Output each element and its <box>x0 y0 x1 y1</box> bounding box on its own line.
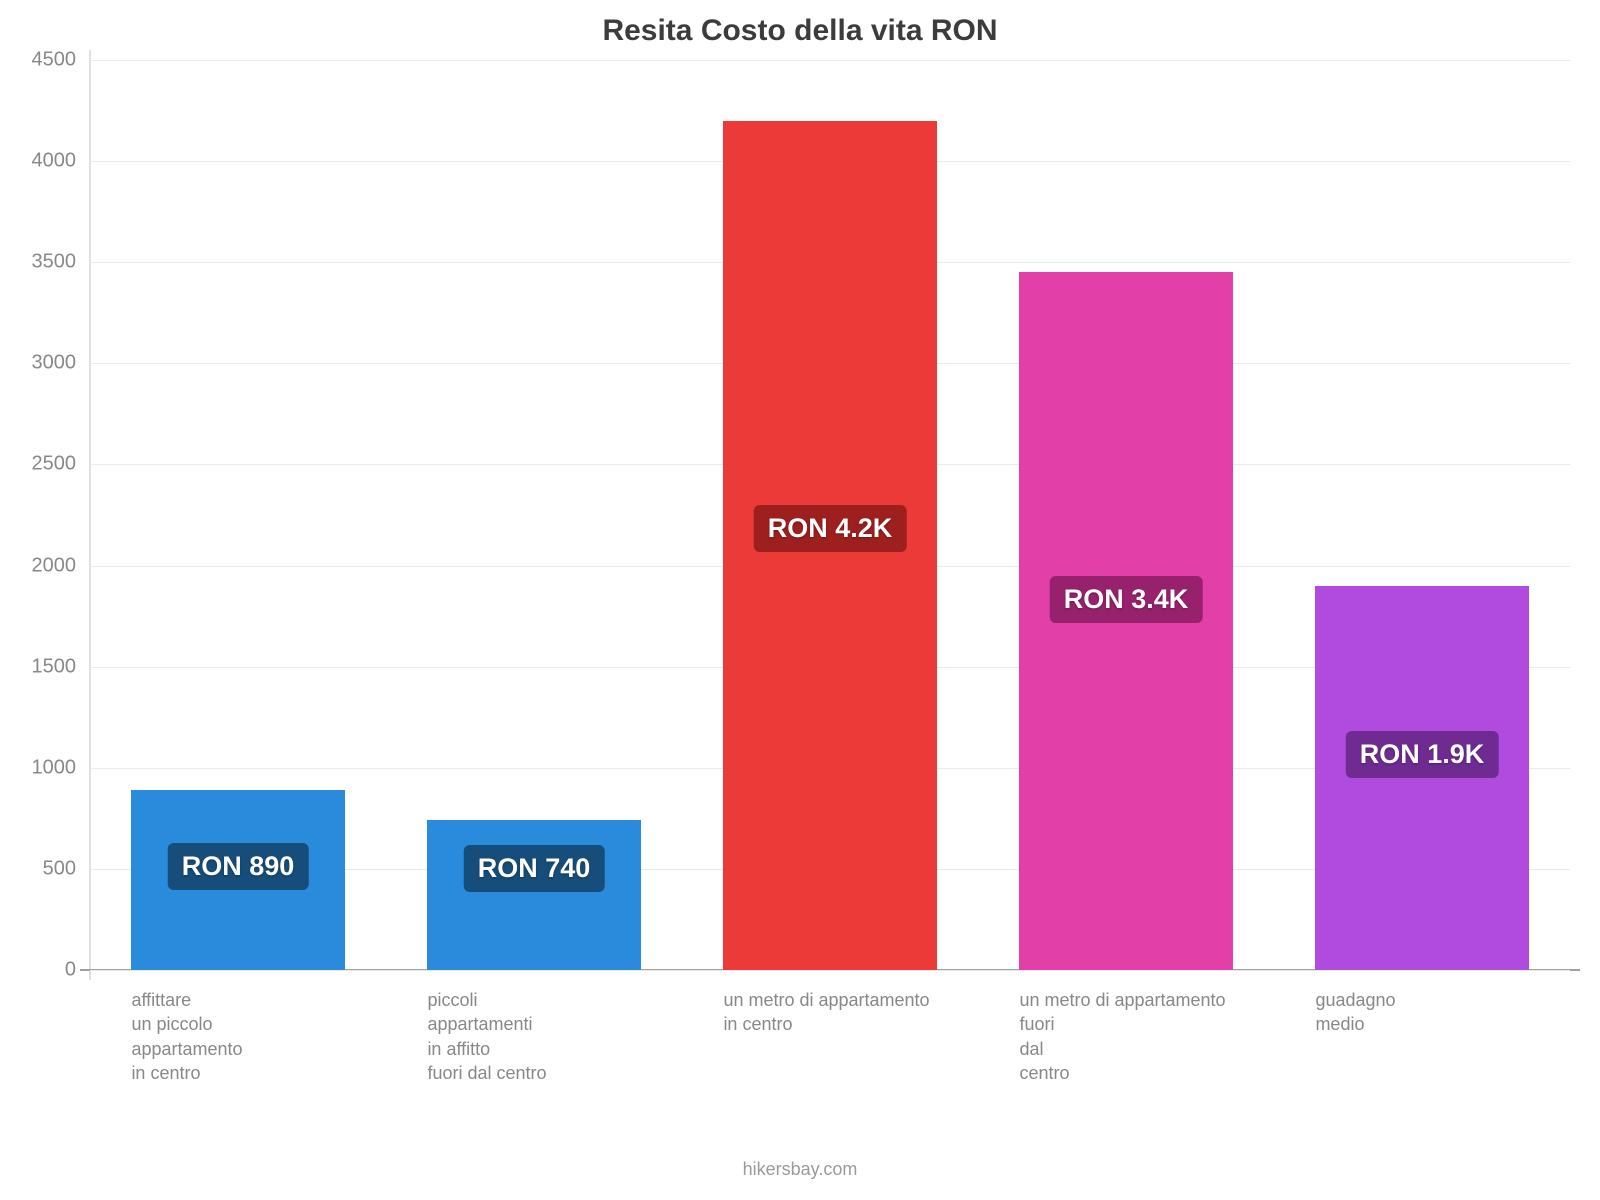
y-axis-line <box>89 50 91 980</box>
attribution-text: hikersbay.com <box>0 1159 1600 1180</box>
y-tick-label: 1000 <box>32 756 91 779</box>
bar <box>427 820 640 970</box>
x-tick-label: piccoli appartamenti in affitto fuori da… <box>427 970 640 1085</box>
x-tick-label: guadagno medio <box>1315 970 1528 1037</box>
cost-of-living-chart: Resita Costo della vita RON 050010001500… <box>0 0 1600 1200</box>
bar-value-label: RON 740 <box>464 845 605 892</box>
x-tick-label: affittare un piccolo appartamento in cen… <box>131 970 344 1085</box>
bar-value-label: RON 890 <box>168 843 309 890</box>
plot-area: 050010001500200025003000350040004500RON … <box>90 60 1570 970</box>
y-tick-label: 4000 <box>32 150 91 173</box>
y-tick-label: 3000 <box>32 352 91 375</box>
y-tick-label: 500 <box>43 857 90 880</box>
y-tick-label: 1500 <box>32 655 91 678</box>
y-tick-label: 2500 <box>32 453 91 476</box>
gridline <box>90 60 1570 61</box>
y-tick-label: 3500 <box>32 251 91 274</box>
bar-value-label: RON 1.9K <box>1346 731 1499 778</box>
bar-value-label: RON 4.2K <box>754 505 907 552</box>
chart-title: Resita Costo della vita RON <box>0 14 1600 48</box>
bar-value-label: RON 3.4K <box>1050 576 1203 623</box>
y-tick-label: 4500 <box>32 49 91 72</box>
x-tick-label: un metro di appartamento in centro <box>723 970 936 1037</box>
y-tick-label: 2000 <box>32 554 91 577</box>
x-tick-label: un metro di appartamento fuori dal centr… <box>1019 970 1232 1085</box>
y-tick-label: 0 <box>65 959 90 982</box>
